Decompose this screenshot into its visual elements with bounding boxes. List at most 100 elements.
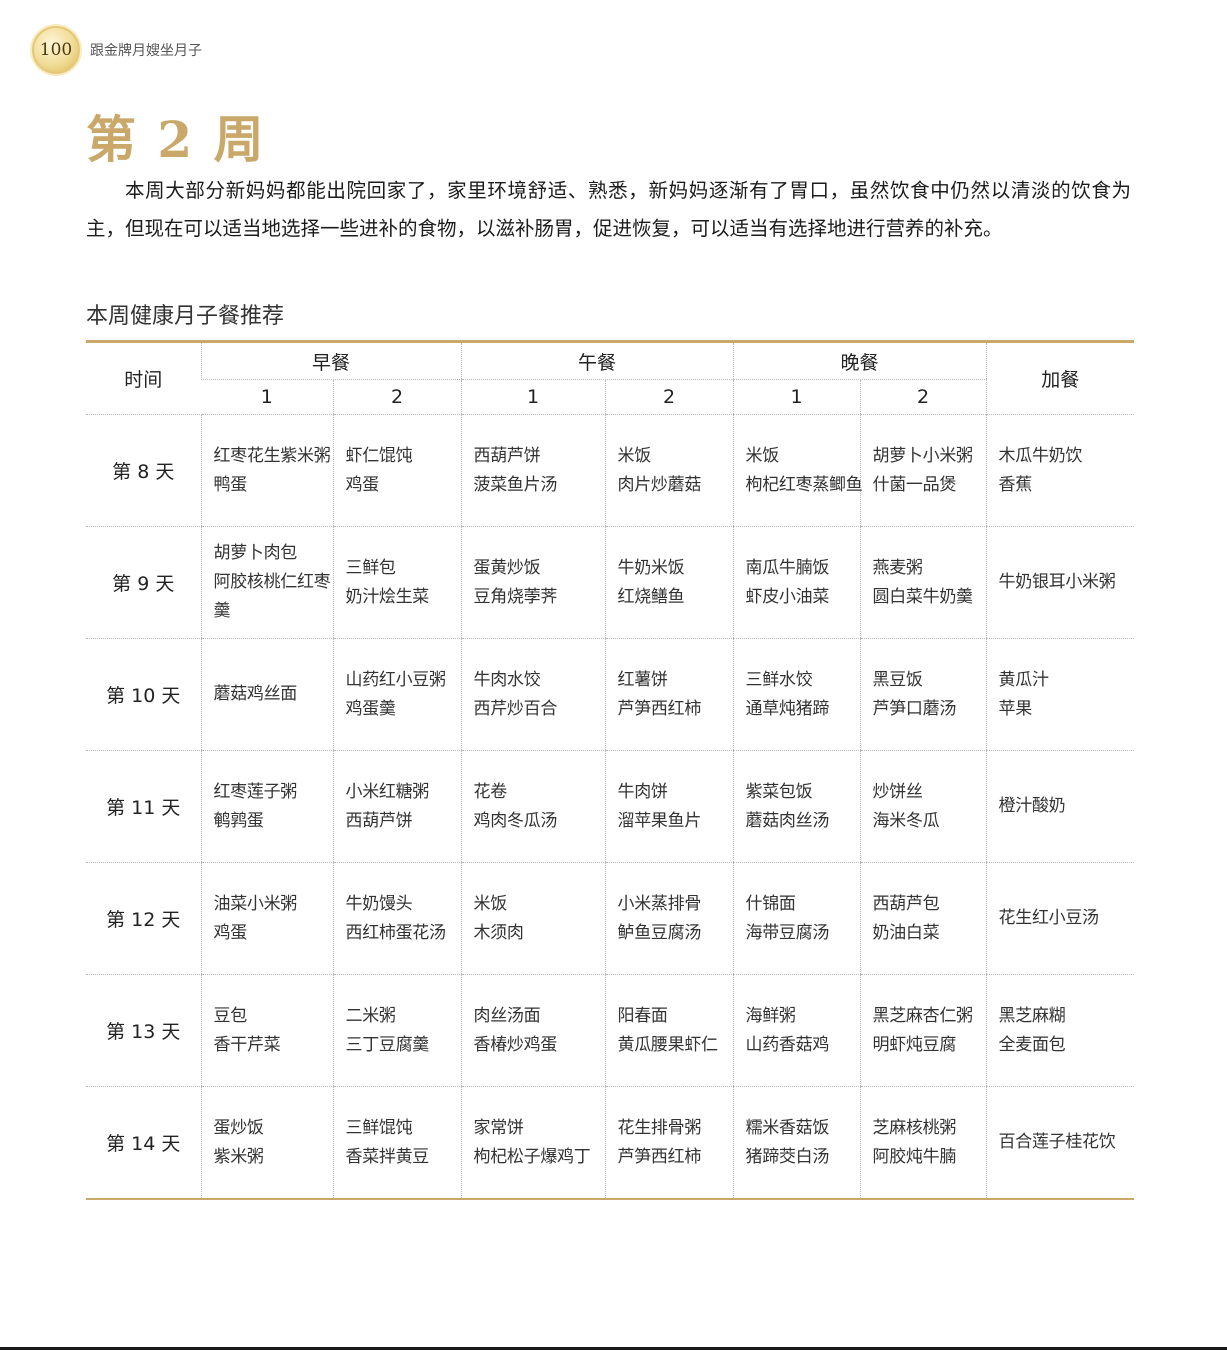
meal-cell-dinner-2: 芝麻核桃粥 阿胶炖牛腩 bbox=[859, 1086, 987, 1199]
dish-item: 海带豆腐汤 bbox=[745, 922, 830, 943]
section-title: 本周健康月子餐推荐 bbox=[86, 304, 285, 329]
dinner-header: 晚餐 bbox=[732, 341, 987, 380]
meal-cell-breakfast-2: 山药红小豆粥 鸡蛋羹 bbox=[332, 638, 462, 751]
meal-cell-lunch-2: 牛肉饼 溜苹果鱼片 bbox=[604, 750, 734, 863]
meal-cell-breakfast-2: 三鲜包 奶汁烩生菜 bbox=[332, 526, 462, 639]
meal-cell-breakfast-2: 虾仁馄饨 鸡蛋 bbox=[332, 414, 462, 527]
dish-item: 家常饼 bbox=[473, 1117, 524, 1138]
table-row: 第 13 天豆包 香干芹菜 二米粥 三丁豆腐羹 肉丝汤面 香椿炒鸡蛋 阳春面 黄瓜腰果虾仁 海鲜… bbox=[86, 974, 1135, 1087]
table-row: 第 9 天胡萝卜肉包 阿胶核桃仁红枣羹 三鲜包 奶汁烩生菜 蛋黄炒饭 豆角烧荸荠 牛奶米饭红… bbox=[86, 526, 1135, 639]
snack-header: 加餐 bbox=[985, 341, 1135, 415]
dish-item: 什菌一品煲 bbox=[872, 474, 957, 495]
day-label: 第 11 天 bbox=[86, 750, 201, 863]
table-row: 第 12 天油菜小米粥 鸡蛋 牛奶馒头 西红柿蛋花汤 米饭 木须肉 小米蒸排骨 鲈鱼豆腐汤 什锦… bbox=[86, 862, 1135, 975]
dish-item: 奶油白菜 bbox=[872, 922, 940, 943]
dish-item: 三鲜水饺 bbox=[745, 669, 813, 690]
table-row: 第 8 天红枣花生紫米粥 鸭蛋 虾仁馄饨 鸡蛋 西葫芦饼 菠菜鱼片汤 米饭 肉片炒蘑菇 米饭 枸杞… bbox=[86, 414, 1135, 527]
meal-cell-lunch-1: 家常饼 枸杞松子爆鸡丁 bbox=[460, 1086, 606, 1199]
dish-item: 鸡肉冬瓜汤 bbox=[473, 810, 558, 831]
dish-item: 黑芝麻杏仁粥 bbox=[872, 1005, 974, 1026]
dish-item: 鸡蛋 bbox=[345, 474, 380, 495]
dish-item: 西红柿蛋花汤 bbox=[345, 922, 447, 943]
dish-item: 花卷 bbox=[473, 781, 508, 802]
dish-item: 西葫芦包 bbox=[872, 893, 940, 914]
dish-item: 花生排骨粥 bbox=[617, 1117, 702, 1138]
dish-item: 木瓜牛奶饮 bbox=[998, 445, 1083, 466]
dish-item: 通草炖猪蹄 bbox=[745, 698, 830, 719]
dish-item: 阿胶炖牛腩 bbox=[872, 1146, 957, 1167]
dish-item: 蘑菇肉丝汤 bbox=[745, 810, 830, 831]
dish-item: 鸡蛋羹 bbox=[345, 698, 396, 719]
dish-item: 山药红小豆粥 bbox=[345, 669, 447, 690]
meal-cell-lunch-2: 米饭 肉片炒蘑菇 bbox=[604, 414, 734, 527]
dish-item: 红薯饼 bbox=[617, 669, 668, 690]
meal-cell-breakfast-2: 牛奶馒头西红柿蛋花汤 bbox=[332, 862, 462, 975]
dish-item: 紫菜包饭 bbox=[745, 781, 813, 802]
dish-item: 二米粥 bbox=[345, 1005, 396, 1026]
meal-cell-breakfast-1: 蛋炒饭 紫米粥 bbox=[200, 1086, 333, 1199]
dish-item: 米饭 bbox=[745, 445, 780, 466]
dish-item: 牛肉饼 bbox=[617, 781, 668, 802]
dish-item: 香蕉 bbox=[998, 474, 1033, 495]
dish-item: 豆角烧荸荠 bbox=[473, 586, 558, 607]
group-header-row: 时间 早餐 午餐 晚餐 加餐 bbox=[86, 341, 1135, 415]
meal-cell-lunch-1: 花卷 鸡肉冬瓜汤 bbox=[460, 750, 606, 863]
table-row: 第 10 天蘑菇鸡丝面 山药红小豆粥 鸡蛋羹 牛肉水饺 西芹炒百合 红薯饼 芦笋西红柿 三鲜水… bbox=[86, 638, 1135, 751]
dish-item: 香椿炒鸡蛋 bbox=[473, 1034, 558, 1055]
meal-cell-lunch-2: 阳春面 黄瓜腰果虾仁 bbox=[604, 974, 734, 1087]
dish-item: 什锦面 bbox=[745, 893, 796, 914]
dish-item: 海米冬瓜 bbox=[872, 810, 940, 831]
dish-item: 糯米香菇饭 bbox=[745, 1117, 830, 1138]
time-header: 时间 bbox=[86, 341, 201, 415]
dish-item: 明虾炖豆腐 bbox=[872, 1034, 957, 1055]
meal-cell-dinner-1: 紫菜包饭 蘑菇肉丝汤 bbox=[732, 750, 861, 863]
dish-item: 蛋黄炒饭 bbox=[473, 557, 541, 578]
dish-item: 米饭 bbox=[617, 445, 652, 466]
dish-item: 苹果 bbox=[998, 698, 1033, 719]
sub-header-row: 1 2 1 2 1 2 bbox=[86, 379, 1134, 415]
meal-cell-dinner-1: 南瓜牛腩饭 虾皮小油菜 bbox=[732, 526, 861, 639]
dish-item: 小米蒸排骨 bbox=[617, 893, 702, 914]
page-header: 100 跟金牌月嫂坐月子 bbox=[32, 26, 202, 74]
dish-item: 香菜拌黄豆 bbox=[345, 1146, 430, 1167]
dish-item: 小米红糖粥 bbox=[345, 781, 430, 802]
day-label: 第 13 天 bbox=[86, 974, 201, 1087]
meal-cell-lunch-2: 牛奶米饭 红烧鳝鱼 bbox=[604, 526, 734, 639]
day-label: 第 8 天 bbox=[86, 414, 201, 527]
dish-item: 西葫芦饼 bbox=[473, 445, 541, 466]
dish-item: 鲈鱼豆腐汤 bbox=[617, 922, 702, 943]
dish-item: 圆白菜牛奶羹 bbox=[872, 586, 974, 607]
dish-item: 蛋炒饭 bbox=[213, 1117, 264, 1138]
meal-cell-dinner-2: 西葫芦包 奶油白菜 bbox=[859, 862, 987, 975]
meal-cell-lunch-1: 肉丝汤面 香椿炒鸡蛋 bbox=[460, 974, 606, 1087]
dish-item: 胡萝卜小米粥 bbox=[872, 445, 974, 466]
meal-cell-dinner-1: 海鲜粥 山药香菇鸡 bbox=[732, 974, 861, 1087]
meal-cell-dinner-2: 胡萝卜小米粥 什菌一品煲 bbox=[859, 414, 987, 527]
meal-cell-breakfast-2: 小米红糖粥 西葫芦饼 bbox=[332, 750, 462, 863]
dish-item: 牛奶馒头 bbox=[345, 893, 413, 914]
dish-item: 山药香菇鸡 bbox=[745, 1034, 830, 1055]
dish-item: 溜苹果鱼片 bbox=[617, 810, 702, 831]
meal-cell-snack: 花生红小豆汤 bbox=[985, 862, 1135, 975]
meal-table: 时间 早餐 午餐 晚餐 加餐 1 2 1 2 1 2 第 8 天红枣花生紫米粥鸭… bbox=[86, 340, 1135, 1200]
meal-cell-snack: 橙汁酸奶 bbox=[985, 750, 1135, 863]
meal-cell-lunch-1: 西葫芦饼 菠菜鱼片汤 bbox=[460, 414, 606, 527]
day-label: 第 9 天 bbox=[86, 526, 201, 639]
dish-item: 肉片炒蘑菇 bbox=[617, 474, 702, 495]
day-label: 第 14 天 bbox=[106, 1133, 181, 1155]
meal-cell-lunch-1: 蛋黄炒饭 豆角烧荸荠 bbox=[460, 526, 606, 639]
dish-item: 黄瓜腰果虾仁 bbox=[617, 1034, 719, 1055]
dish-item: 橙汁酸奶 bbox=[998, 796, 1066, 816]
breakfast-option-2-header: 2 bbox=[332, 379, 462, 415]
dish-item: 西葫芦饼 bbox=[345, 810, 413, 831]
meal-cell-breakfast-1: 红枣莲子粥 鹌鹑蛋 bbox=[200, 750, 333, 863]
lunch-option-1-header: 1 bbox=[460, 379, 606, 415]
dish-item: 芦笋口蘑汤 bbox=[872, 698, 957, 719]
meal-cell-dinner-1: 三鲜水饺 通草炖猪蹄 bbox=[732, 638, 861, 751]
meal-cell-lunch-1: 米饭 木须肉 bbox=[460, 862, 606, 975]
dish-item: 油菜小米粥 bbox=[213, 893, 298, 914]
dish-item: 鸭蛋 bbox=[213, 474, 248, 495]
dish-item: 枸杞红枣蒸鲫鱼 bbox=[745, 474, 863, 495]
intro-paragraph: 本周大部分新妈妈都能出院回家了，家里环境舒适、熟悉，新妈妈逐渐有了胃口，虽然饮食… bbox=[86, 179, 1131, 240]
dish-item: 红枣莲子粥 bbox=[213, 781, 298, 802]
